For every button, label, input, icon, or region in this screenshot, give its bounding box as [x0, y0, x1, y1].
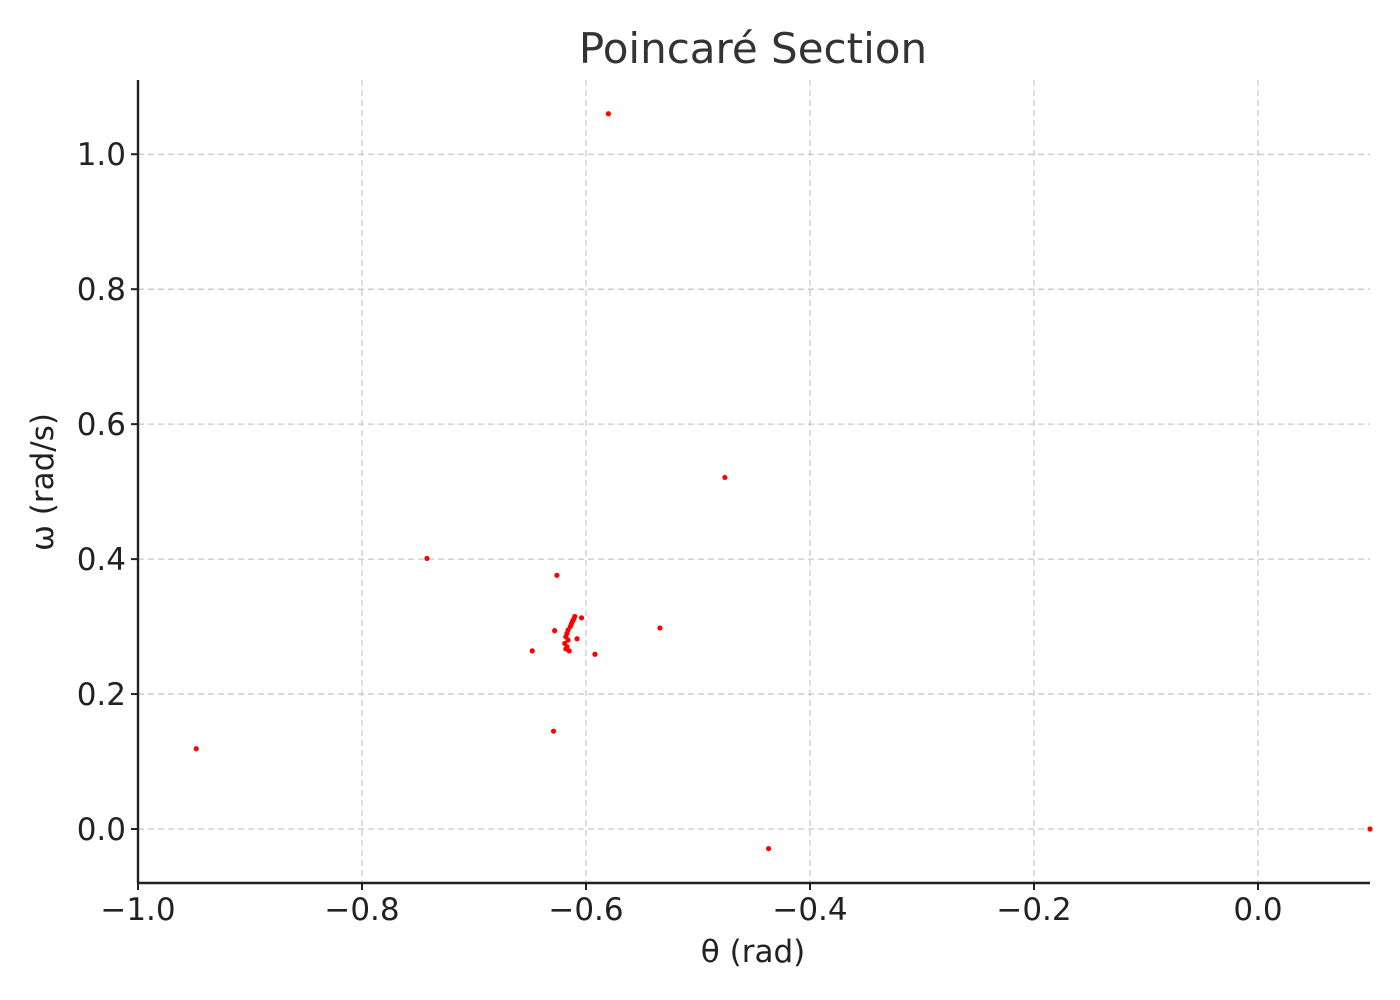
y-tick-label: 0.4: [77, 542, 126, 578]
grid-layer: [137, 80, 1370, 883]
y-tick-label: 0.8: [77, 272, 126, 308]
y-tick-label: 0.0: [77, 812, 126, 848]
x-tick-label: −0.6: [548, 892, 623, 928]
scatter-point: [554, 572, 560, 578]
scatter-point: [605, 111, 612, 117]
scatter-point: [657, 625, 663, 631]
scatter-point: [193, 746, 199, 752]
scatter-point: [552, 628, 558, 634]
scatter-point: [565, 637, 571, 643]
scatter-point: [424, 555, 430, 562]
y-axis-label: ω (rad/s): [25, 413, 61, 551]
y-tick-label: 1.0: [77, 137, 126, 173]
chart-title: Poincaré Section: [579, 24, 927, 73]
ticks-layer: −1.0 −0.8 −0.6 −0.4 −0.2 0.0 0.0 0.2 0.4 0.6 0.8 1.…: [77, 137, 1283, 928]
scatter-point: [578, 615, 585, 621]
y-tick-label: 0.2: [77, 677, 126, 713]
y-tick-label: 0.6: [77, 407, 126, 443]
x-tick-label: −0.4: [772, 892, 847, 928]
scatter-point: [566, 648, 572, 654]
scatter-point: [574, 636, 580, 642]
scatter-point: [529, 648, 535, 654]
scatter-point: [592, 651, 598, 657]
x-tick-label: −0.2: [996, 892, 1071, 928]
x-tick-label: −0.8: [324, 892, 399, 928]
axes-layer: [136, 80, 1370, 885]
scatter-point: [550, 728, 557, 734]
x-tick-label: 0.0: [1233, 892, 1282, 928]
scatter-point: [1367, 826, 1373, 832]
x-axis-label: θ (rad): [701, 934, 805, 970]
scatter-point: [765, 845, 772, 852]
x-tick-label: −1.0: [100, 892, 175, 928]
scatter-point: [722, 474, 728, 481]
scatter-points-layer: [193, 111, 1373, 852]
